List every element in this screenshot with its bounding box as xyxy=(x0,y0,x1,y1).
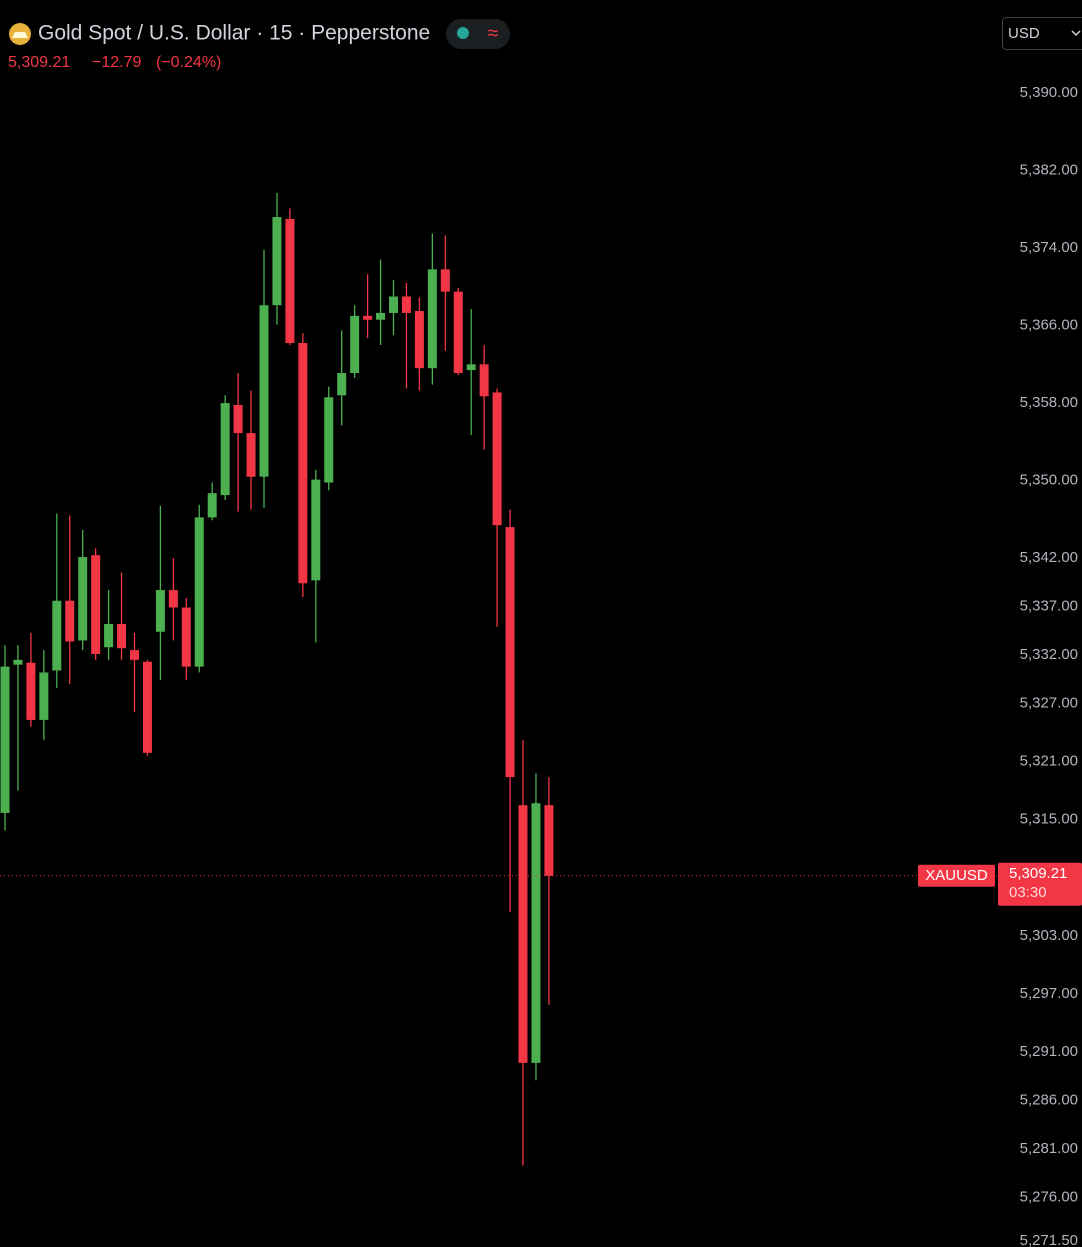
candle-body xyxy=(65,600,75,642)
candle-body xyxy=(337,373,347,396)
candle-body xyxy=(389,296,398,313)
status-icon: ≈ xyxy=(488,22,499,44)
y-tick-label: 5,327.00 xyxy=(1020,694,1078,711)
y-tick-label: 5,358.00 xyxy=(1020,394,1078,411)
candle-body xyxy=(246,433,256,477)
candle-body xyxy=(531,803,541,1063)
y-tick-label: 5,382.00 xyxy=(1020,161,1078,178)
candle-body xyxy=(220,403,230,496)
candle-body xyxy=(440,269,450,292)
status-pill[interactable] xyxy=(446,19,510,49)
candle-body xyxy=(479,364,489,397)
y-tick-label: 5,281.00 xyxy=(1020,1140,1078,1157)
candle-body xyxy=(505,527,515,778)
candle-body xyxy=(39,672,49,720)
chart-title: Gold Spot / U.S. Dollar · 15 · Peppersto… xyxy=(38,22,430,45)
y-tick-label: 5,332.00 xyxy=(1020,646,1078,663)
candle-body xyxy=(401,296,411,313)
candle-body xyxy=(311,479,321,581)
y-tick-label: 5,271.50 xyxy=(1020,1232,1078,1247)
countdown-label: 03:30 xyxy=(1009,884,1047,901)
candle-body xyxy=(168,590,178,608)
y-tick-label: 5,342.00 xyxy=(1020,549,1078,566)
candle-body xyxy=(492,392,502,526)
candle-body xyxy=(78,557,88,641)
y-tick-label: 5,390.00 xyxy=(1020,84,1078,101)
candle-body xyxy=(324,397,334,483)
y-tick-label: 5,315.00 xyxy=(1020,811,1078,828)
y-tick-label: 5,350.00 xyxy=(1020,472,1078,489)
candle-body xyxy=(142,661,152,753)
y-tick-label: 5,366.00 xyxy=(1020,317,1078,334)
plot xyxy=(0,192,554,1166)
candle-body xyxy=(233,405,243,434)
candle-body xyxy=(544,805,554,876)
candle-body xyxy=(414,311,424,369)
candle-body xyxy=(117,623,127,649)
candle-body xyxy=(285,218,295,343)
y-tick-label: 5,276.00 xyxy=(1020,1189,1078,1206)
candle-body xyxy=(91,555,101,655)
price-tag-label: 5,309.21 xyxy=(1009,865,1067,882)
symbol-tag-label: XAUUSD xyxy=(925,867,988,884)
y-tick-label: 5,291.00 xyxy=(1020,1043,1078,1060)
symbol-tag xyxy=(918,864,995,887)
y-tick-label: 5,337.00 xyxy=(1020,598,1078,615)
y-tick-label: 5,303.00 xyxy=(1020,927,1078,944)
candle-body xyxy=(0,666,10,813)
quote-price: 5,309.21 xyxy=(8,54,70,71)
market-open-dot xyxy=(457,27,469,39)
candle-body xyxy=(272,217,282,306)
y-tick-label: 5,321.00 xyxy=(1020,753,1078,770)
y-tick-label: 5,374.00 xyxy=(1020,239,1078,256)
currency-label: USD xyxy=(1008,25,1040,42)
candle-body xyxy=(194,517,204,667)
candle-body xyxy=(52,600,62,671)
y-tick-label: 5,297.00 xyxy=(1020,985,1078,1002)
candle-body xyxy=(453,291,463,374)
currency-chevron xyxy=(1071,30,1081,37)
candle-body xyxy=(376,312,386,320)
candle-body xyxy=(466,364,476,371)
candle-body xyxy=(13,659,23,665)
candle-body xyxy=(207,493,217,518)
candle-body xyxy=(155,590,165,632)
candle-body xyxy=(363,315,373,320)
price-tag xyxy=(998,862,1082,906)
candle-body xyxy=(130,650,139,660)
candle-body xyxy=(518,805,528,1063)
symbol-logo-glyph xyxy=(12,32,28,38)
candle-body xyxy=(181,607,191,667)
candle-body xyxy=(298,342,308,584)
candle-body xyxy=(104,623,114,648)
candle-body xyxy=(427,269,437,369)
candle-body xyxy=(350,315,360,374)
quote-change-pct: (−0.24%) xyxy=(156,54,221,71)
currency-select[interactable] xyxy=(1002,17,1082,50)
candle-body xyxy=(259,305,269,477)
quote-change: −12.79 xyxy=(92,54,141,71)
candle-body xyxy=(26,662,36,720)
y-tick-label: 5,286.00 xyxy=(1020,1092,1078,1109)
